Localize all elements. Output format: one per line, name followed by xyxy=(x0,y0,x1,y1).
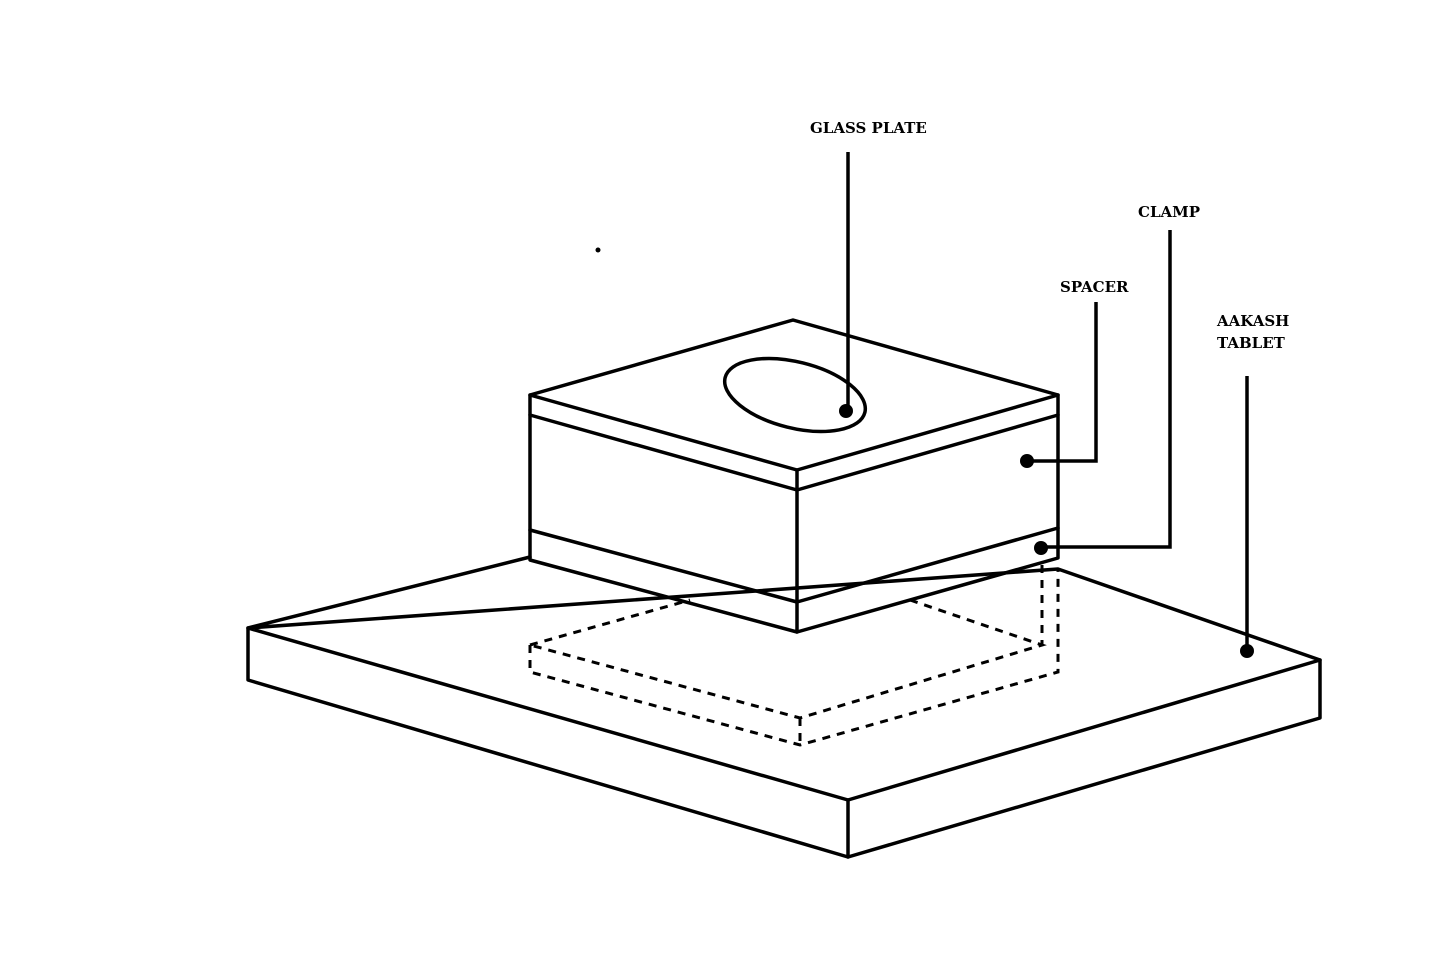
glass-plate-label: GLASS PLATE xyxy=(810,119,927,137)
glass-plate xyxy=(722,356,868,434)
leader-lines xyxy=(846,152,1249,651)
box-top-face xyxy=(528,318,1060,472)
clamp-band xyxy=(528,526,1060,604)
box-right-face xyxy=(795,413,1060,634)
tablet-front-left-face xyxy=(246,626,850,859)
glass-plate-dot xyxy=(839,404,853,418)
hidden-outline-lower xyxy=(528,565,1060,747)
aakash-tablet-label-line1: AAKASH xyxy=(1216,312,1289,330)
spacer-dot xyxy=(1020,454,1034,468)
clamp-leader xyxy=(1042,230,1172,549)
clamp-dot xyxy=(1034,541,1048,555)
hidden-outline xyxy=(528,565,1060,747)
hidden-outline-upper xyxy=(529,598,1047,720)
box-left-face xyxy=(528,413,799,634)
aakash-tablet-dot xyxy=(1240,644,1254,658)
spacer-leader xyxy=(1028,302,1098,463)
clamp-label: CLAMP xyxy=(1138,203,1200,221)
stray-dot xyxy=(595,247,601,253)
glass-layer-edges xyxy=(528,393,1060,492)
aakash-tablet-label-line2: TABLET xyxy=(1217,334,1286,352)
box-assembly xyxy=(528,318,1060,634)
spacer-label: SPACER xyxy=(1060,278,1129,296)
aakash-tablet xyxy=(246,555,1322,859)
tablet-front-right-face xyxy=(846,658,1322,859)
